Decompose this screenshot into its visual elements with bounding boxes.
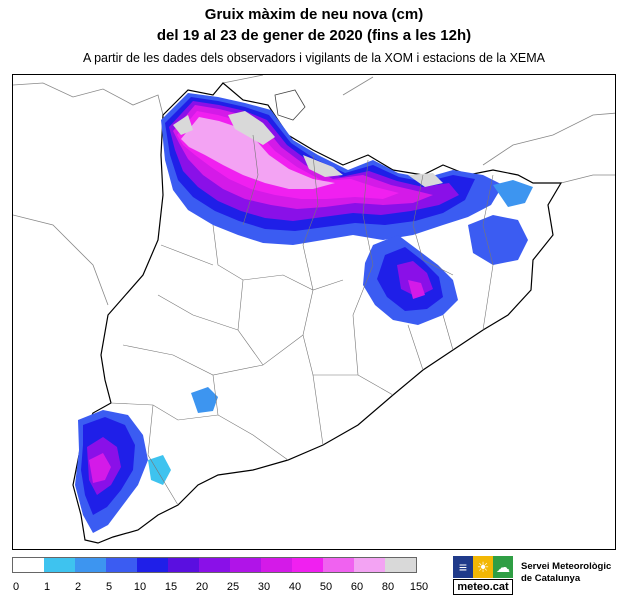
catalonia-map	[13, 75, 615, 544]
legend-tick-label: 0	[12, 581, 20, 593]
map-date-range: del 19 al 23 de gener de 2020 (fins a le…	[156, 27, 472, 44]
legend-tick-label: 30	[257, 581, 271, 593]
legend-tick-label: 50	[319, 581, 333, 593]
legend-swatch	[13, 558, 44, 572]
snow-depth-map	[12, 74, 616, 550]
color-scale-bar	[12, 557, 417, 573]
legend-swatch	[230, 558, 261, 572]
legend-swatch	[106, 558, 137, 572]
legend-tick-label: 40	[288, 581, 302, 593]
organization-line-2: de Catalunya	[521, 573, 581, 584]
legend-tick-label: 25	[226, 581, 240, 593]
legend-swatch	[199, 558, 230, 572]
legend-swatch	[354, 558, 385, 572]
catalonia-outline	[72, 82, 563, 544]
legend-swatch	[323, 558, 354, 572]
map-title: Gruix màxim de neu nova (cm)	[204, 6, 424, 23]
legend-swatch	[137, 558, 168, 572]
comarca-borders	[110, 134, 494, 506]
legend-swatch	[385, 558, 416, 572]
logo-sun-icon: ☀	[473, 556, 493, 578]
legend-tick-label: 20	[195, 581, 209, 593]
neighbour-borders	[13, 75, 615, 306]
color-scale-ticks: 0 1 2 5 10 15 20 25 30 40 50 60 80 150	[12, 581, 428, 597]
map-subtitle: A partir de les dades dels observadors i…	[82, 51, 546, 65]
legend-tick-label: 10	[133, 581, 147, 593]
legend-tick-label: 150	[409, 581, 429, 593]
legend-tick-label: 1	[43, 581, 51, 593]
legend-swatch	[261, 558, 292, 572]
legend-swatch	[292, 558, 323, 572]
logo-bars-icon: ≡	[453, 556, 473, 578]
legend-tick-label: 2	[74, 581, 82, 593]
legend-tick-label: 5	[105, 581, 113, 593]
logo-cloud-icon: ☁	[493, 556, 513, 578]
logo-site-label: meteo.cat	[453, 579, 513, 595]
meteocat-logo: ≡ ☀ ☁ meteo.cat	[453, 556, 513, 596]
legend-swatch	[168, 558, 199, 572]
legend-swatch	[44, 558, 75, 572]
legend-swatch	[75, 558, 106, 572]
andorra-outline	[274, 89, 306, 121]
organization-name: Servei Meteorològic de Catalunya	[521, 561, 611, 585]
organization-line-1: Servei Meteorològic	[521, 561, 612, 572]
color-scale-legend: 0 1 2 5 10 15 20 25 30 40 50 60 80 150	[12, 557, 428, 597]
legend-tick-label: 60	[350, 581, 364, 593]
legend-tick-label: 15	[164, 581, 178, 593]
snow-depth-field	[75, 93, 533, 533]
legend-tick-label: 80	[381, 581, 395, 593]
